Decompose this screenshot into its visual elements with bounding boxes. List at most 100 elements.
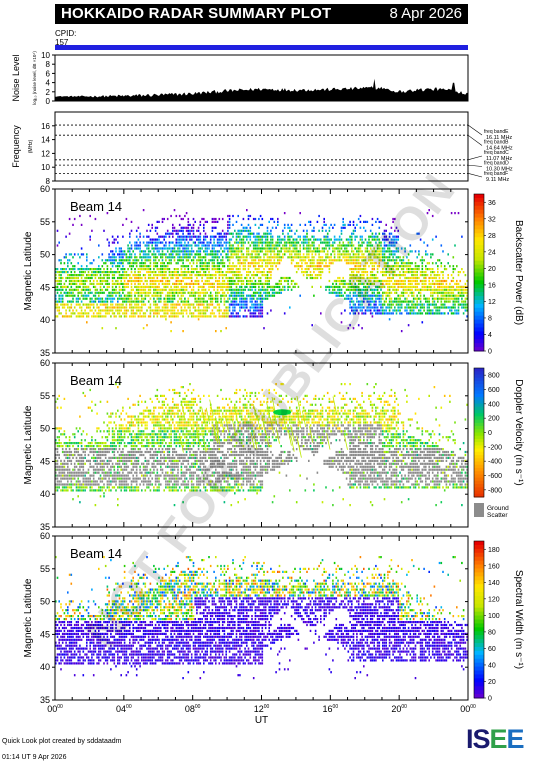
power-data-cell bbox=[309, 244, 312, 247]
power-data-cell bbox=[426, 309, 429, 312]
velocity-data-cell bbox=[63, 489, 66, 492]
power-data-cell bbox=[404, 274, 406, 277]
power-data-cell bbox=[354, 312, 356, 315]
frequency-band-label: freq bandB bbox=[484, 140, 509, 146]
power-data-cell bbox=[199, 247, 202, 250]
power-data-cell bbox=[139, 309, 141, 312]
power-data-cell bbox=[268, 262, 270, 265]
power-data-cell bbox=[347, 238, 350, 241]
power-data-cell bbox=[399, 306, 401, 309]
power-data-cell bbox=[376, 306, 379, 309]
power-data-cell bbox=[256, 256, 258, 259]
power-data-cell bbox=[242, 282, 245, 285]
power-data-cell bbox=[86, 312, 88, 315]
power-data-cell bbox=[108, 285, 110, 288]
power-data-cell bbox=[73, 288, 76, 291]
velocity-data-cell bbox=[68, 448, 71, 451]
power-data-cell bbox=[435, 274, 437, 277]
power-data-cell bbox=[122, 271, 124, 274]
power-data-cell bbox=[295, 262, 298, 265]
velocity-data-cell bbox=[118, 483, 121, 486]
power-data-cell bbox=[361, 259, 363, 262]
velocity-data-cell bbox=[118, 465, 121, 468]
power-data-cell bbox=[99, 276, 102, 280]
power-data-cell bbox=[258, 253, 260, 256]
power-data-cell bbox=[218, 235, 221, 238]
power-data-cell bbox=[442, 282, 444, 285]
power-data-cell bbox=[349, 294, 351, 297]
power-data-cell bbox=[56, 306, 59, 309]
power-data-cell bbox=[141, 297, 143, 300]
power-data-cell bbox=[223, 291, 226, 294]
power-data-cell bbox=[187, 300, 190, 303]
power-data-cell bbox=[118, 265, 121, 268]
velocity-data-cell bbox=[67, 486, 69, 489]
power-data-cell bbox=[187, 265, 190, 268]
power-data-cell bbox=[218, 279, 221, 283]
power-data-cell bbox=[454, 303, 456, 306]
power-data-cell bbox=[297, 241, 300, 244]
power-data-cell bbox=[173, 268, 176, 271]
power-data-cell bbox=[275, 265, 277, 268]
power-data-cell bbox=[252, 250, 255, 253]
power-data-cell bbox=[246, 253, 248, 256]
power-data-cell bbox=[316, 247, 319, 250]
power-data-cell bbox=[209, 294, 212, 297]
power-data-cell bbox=[402, 291, 405, 294]
power-data-cell bbox=[204, 220, 207, 223]
power-data-cell bbox=[242, 238, 245, 241]
power-data-cell bbox=[442, 274, 444, 277]
power-data-cell bbox=[318, 274, 320, 277]
power-data-cell bbox=[320, 262, 322, 265]
power-data-cell bbox=[239, 279, 241, 283]
velocity-data-cell bbox=[58, 480, 60, 483]
power-data-cell bbox=[60, 282, 62, 285]
frequency-ylabel: Frequency bbox=[11, 125, 21, 168]
power-data-cell bbox=[65, 253, 67, 256]
power-data-cell bbox=[366, 306, 369, 309]
power-data-cell bbox=[359, 279, 362, 283]
power-data-cell bbox=[425, 250, 427, 253]
power-data-cell bbox=[251, 285, 253, 288]
power-data-cell bbox=[454, 282, 456, 285]
frequency-ylabel-unit: (MHz) bbox=[28, 139, 34, 153]
velocity-data-cell bbox=[58, 456, 60, 459]
power-data-cell bbox=[390, 300, 393, 303]
power-data-cell bbox=[442, 312, 444, 315]
power-data-cell bbox=[197, 247, 200, 250]
velocity-data-cell bbox=[68, 445, 71, 448]
power-data-cell bbox=[130, 294, 133, 297]
power-data-cell bbox=[104, 312, 107, 315]
power-data-cell bbox=[402, 262, 405, 265]
power-data-cell bbox=[287, 288, 289, 291]
power-data-cell bbox=[146, 241, 148, 244]
power-data-cell bbox=[456, 312, 458, 315]
power-data-cell bbox=[459, 288, 461, 291]
power-data-cell bbox=[363, 294, 365, 297]
power-data-cell bbox=[349, 259, 351, 262]
power-data-cell bbox=[289, 226, 291, 229]
power-colorbar-tick-label: 32 bbox=[488, 216, 496, 223]
power-data-cell bbox=[461, 303, 463, 306]
power-data-cell bbox=[425, 268, 427, 271]
power-data-cell bbox=[220, 238, 222, 241]
velocity-data-cell bbox=[111, 456, 114, 459]
velocity-data-cell bbox=[84, 483, 86, 486]
velocity-data-cell bbox=[89, 388, 91, 392]
power-data-cell bbox=[440, 297, 443, 300]
power-data-cell bbox=[132, 300, 134, 303]
velocity-data-cell bbox=[106, 450, 109, 454]
power-data-cell bbox=[418, 253, 420, 256]
power-data-cell bbox=[356, 294, 358, 297]
power-data-cell bbox=[221, 274, 224, 277]
power-data-cell bbox=[426, 212, 429, 215]
power-data-cell bbox=[454, 309, 456, 312]
power-data-cell bbox=[414, 265, 417, 268]
power-data-cell bbox=[228, 220, 231, 223]
velocity-data-cell bbox=[58, 445, 60, 448]
power-data-cell bbox=[168, 241, 171, 244]
power-data-cell bbox=[158, 294, 160, 297]
power-data-cell bbox=[232, 256, 234, 259]
power-data-cell bbox=[160, 274, 162, 277]
power-data-cell bbox=[184, 274, 186, 277]
